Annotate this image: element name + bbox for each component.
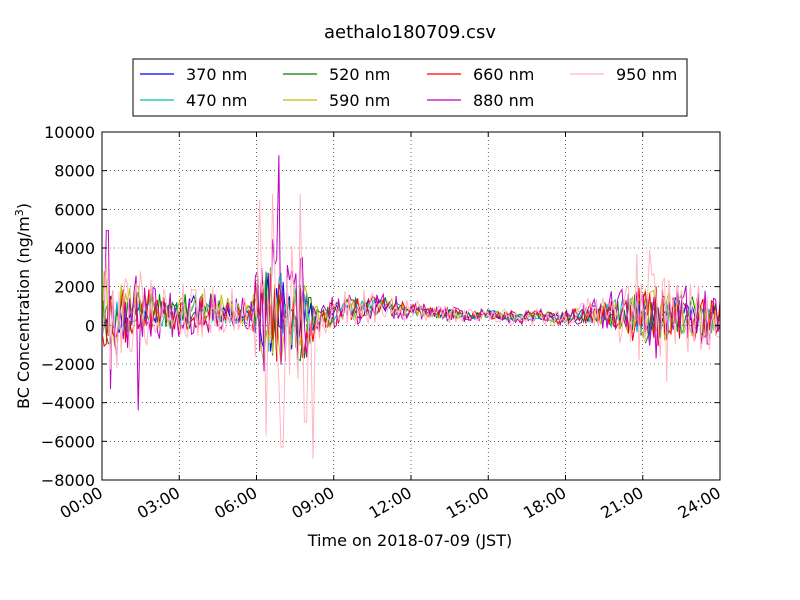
y-tick-label: −6000 <box>41 432 95 451</box>
series-line <box>101 271 721 362</box>
x-tick-label: 12:00 <box>366 483 415 523</box>
x-tick-label: 06:00 <box>211 483 260 523</box>
ticks <box>101 131 721 481</box>
x-tick-label: 18:00 <box>520 483 569 523</box>
grid <box>102 132 720 480</box>
series-line <box>101 155 721 411</box>
x-axis-label: Time on 2018-07-09 (JST) <box>307 531 512 550</box>
y-axis-label-sup: 3 <box>13 209 26 216</box>
series-layer <box>101 155 721 459</box>
series-line <box>101 193 721 459</box>
legend-label: 950 nm <box>616 65 677 84</box>
legend-label: 660 nm <box>473 65 534 84</box>
x-tick-label: 09:00 <box>288 483 337 523</box>
y-tick-label: 0 <box>85 316 95 335</box>
y-tick-label: 6000 <box>54 200 95 219</box>
y-axis-label: BC Concentration (ng/m3) <box>13 203 33 409</box>
legend-label: 470 nm <box>186 91 247 110</box>
y-tick-label: −2000 <box>41 355 95 374</box>
x-tick-label: 24:00 <box>675 483 724 523</box>
y-tick-label: 2000 <box>54 278 95 297</box>
x-tick-label: 03:00 <box>134 483 183 523</box>
legend-label: 520 nm <box>329 65 390 84</box>
y-tick-labels: −8000 −6000 −4000 −2000 0 2000 4000 6000 8000 100… <box>41 123 95 490</box>
y-tick-label: −4000 <box>41 394 95 413</box>
legend-label: 880 nm <box>473 91 534 110</box>
legend-label: 590 nm <box>329 91 390 110</box>
chart-title: aethalo180709.csv <box>324 22 496 43</box>
x-tick-label: 15:00 <box>443 483 492 523</box>
x-tick-labels: 00:00 03:00 06:00 09:00 12:00 15:00 18:00 21:00… <box>57 483 724 523</box>
legend: 370 nm 470 nm 520 nm 590 nm 660 nm 880 nm 950 … <box>132 58 688 117</box>
legend-box <box>132 58 688 117</box>
legend-label: 370 nm <box>186 65 247 84</box>
y-tick-label: 10000 <box>44 123 95 142</box>
y-tick-label: 4000 <box>54 239 95 258</box>
y-axis-label-close: ) <box>14 203 33 209</box>
y-tick-label: 8000 <box>54 162 95 181</box>
y-tick-label: −8000 <box>41 471 95 490</box>
y-axis-label-main: BC Concentration (ng/m <box>14 216 33 409</box>
x-tick-label: 21:00 <box>597 483 646 523</box>
